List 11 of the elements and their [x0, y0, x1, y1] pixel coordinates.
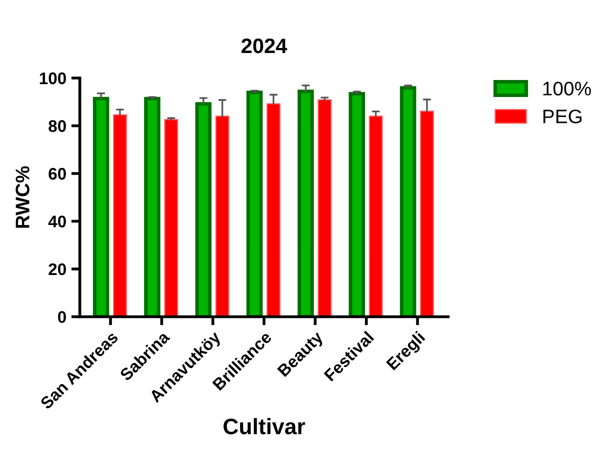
y-tick-label: 0 — [58, 311, 66, 323]
y-tick-label: 40 — [48, 216, 66, 228]
y-tick-label: 100 — [40, 72, 66, 84]
legend-label: PEG — [543, 110, 582, 124]
y-tick-label: 80 — [48, 120, 66, 132]
y-tick-label: 20 — [48, 263, 66, 276]
chart-title: 2024 — [242, 38, 288, 54]
y-axis-title: RWC% — [16, 166, 30, 228]
legend-label: 100% — [543, 82, 591, 96]
x-axis-title: Cultivar — [224, 418, 306, 434]
y-tick-label: 60 — [48, 168, 66, 180]
